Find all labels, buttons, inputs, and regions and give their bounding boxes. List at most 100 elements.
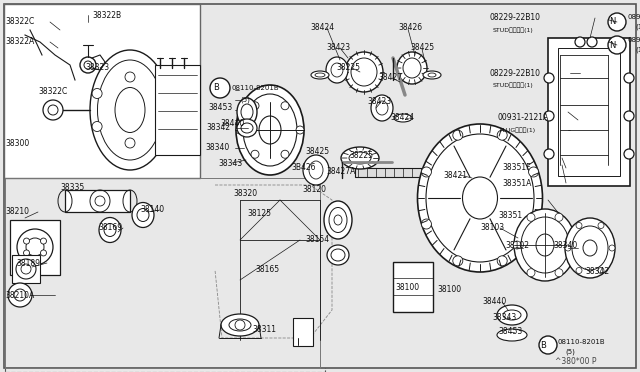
Ellipse shape — [345, 52, 383, 92]
Text: 38323: 38323 — [85, 62, 109, 71]
Circle shape — [453, 256, 463, 266]
Circle shape — [421, 219, 431, 229]
Text: 38225: 38225 — [349, 151, 373, 160]
Text: 38342: 38342 — [585, 267, 609, 276]
Ellipse shape — [423, 71, 441, 79]
Circle shape — [158, 89, 168, 99]
Text: 38340: 38340 — [205, 144, 229, 153]
Text: 38351A: 38351A — [502, 179, 531, 187]
Text: 38140: 38140 — [140, 205, 164, 215]
Circle shape — [624, 149, 634, 159]
Bar — [10, 220, 60, 275]
Circle shape — [544, 149, 554, 159]
Text: 38322C: 38322C — [38, 87, 67, 96]
Ellipse shape — [497, 305, 527, 325]
Ellipse shape — [327, 245, 349, 265]
Circle shape — [608, 13, 626, 31]
Text: 38343: 38343 — [492, 312, 516, 321]
Text: 38343: 38343 — [218, 158, 243, 167]
Ellipse shape — [237, 119, 257, 137]
Text: 38440: 38440 — [220, 119, 244, 128]
Text: 38425: 38425 — [410, 44, 434, 52]
Text: 38100: 38100 — [437, 285, 461, 295]
Circle shape — [575, 37, 585, 47]
Ellipse shape — [417, 124, 543, 272]
Circle shape — [158, 122, 168, 131]
Text: 38311: 38311 — [252, 326, 276, 334]
Ellipse shape — [341, 147, 379, 169]
Ellipse shape — [514, 209, 576, 281]
Circle shape — [624, 111, 634, 121]
Circle shape — [529, 219, 539, 229]
Text: N: N — [609, 17, 615, 26]
Text: 38102: 38102 — [505, 241, 529, 250]
Bar — [355, 168, 445, 177]
Text: 38424: 38424 — [390, 112, 414, 122]
Text: (1): (1) — [635, 47, 640, 53]
Text: 38335: 38335 — [60, 183, 84, 192]
Text: 38210A: 38210A — [5, 291, 35, 299]
Text: 38225: 38225 — [336, 62, 360, 71]
Circle shape — [608, 36, 626, 54]
Ellipse shape — [99, 218, 121, 243]
Circle shape — [576, 267, 582, 273]
Ellipse shape — [132, 202, 154, 228]
Circle shape — [24, 250, 29, 256]
Circle shape — [569, 241, 577, 249]
Ellipse shape — [371, 95, 393, 121]
Text: 3B426: 3B426 — [291, 163, 316, 171]
Circle shape — [92, 89, 102, 99]
Text: 38453: 38453 — [498, 327, 522, 337]
Circle shape — [421, 167, 431, 177]
Text: 38421: 38421 — [443, 170, 467, 180]
Text: 38210: 38210 — [5, 208, 29, 217]
Circle shape — [281, 102, 289, 110]
Circle shape — [43, 100, 63, 120]
Circle shape — [539, 336, 557, 354]
Text: 38320: 38320 — [233, 189, 257, 199]
Text: 08110-8201B: 08110-8201B — [232, 85, 280, 91]
Text: (5): (5) — [565, 349, 575, 355]
Circle shape — [609, 245, 615, 251]
Text: 38425: 38425 — [305, 148, 329, 157]
Circle shape — [16, 259, 36, 279]
Text: 38423: 38423 — [326, 42, 350, 51]
Bar — [548, 38, 630, 186]
Circle shape — [125, 72, 135, 82]
Circle shape — [236, 126, 244, 134]
Bar — [155, 65, 200, 155]
Text: 38351F: 38351F — [502, 164, 531, 173]
Ellipse shape — [237, 98, 257, 126]
Text: 38427: 38427 — [378, 73, 402, 81]
Text: 38100: 38100 — [395, 283, 419, 292]
Ellipse shape — [303, 155, 329, 185]
Text: 38351: 38351 — [498, 211, 522, 219]
Ellipse shape — [326, 57, 348, 83]
Text: 38169: 38169 — [98, 224, 122, 232]
Circle shape — [281, 150, 289, 158]
Text: 38300: 38300 — [5, 138, 29, 148]
Circle shape — [555, 213, 563, 221]
Ellipse shape — [497, 329, 527, 341]
Ellipse shape — [90, 50, 170, 170]
Text: 38440: 38440 — [482, 298, 506, 307]
Bar — [293, 318, 313, 346]
Circle shape — [497, 130, 507, 140]
Text: 38322A: 38322A — [5, 38, 35, 46]
Ellipse shape — [236, 85, 304, 175]
Text: (1): (1) — [635, 24, 640, 30]
Circle shape — [544, 111, 554, 121]
Text: B: B — [213, 83, 219, 93]
Circle shape — [296, 126, 304, 134]
Circle shape — [555, 269, 563, 277]
Text: 38189: 38189 — [16, 259, 40, 267]
Text: 38103: 38103 — [480, 224, 504, 232]
Ellipse shape — [397, 52, 427, 84]
Bar — [65, 190, 130, 212]
Text: 38427A: 38427A — [326, 167, 355, 176]
Ellipse shape — [565, 218, 615, 278]
Ellipse shape — [324, 201, 352, 239]
Circle shape — [210, 78, 230, 98]
Ellipse shape — [221, 314, 259, 336]
Text: N: N — [609, 41, 615, 49]
